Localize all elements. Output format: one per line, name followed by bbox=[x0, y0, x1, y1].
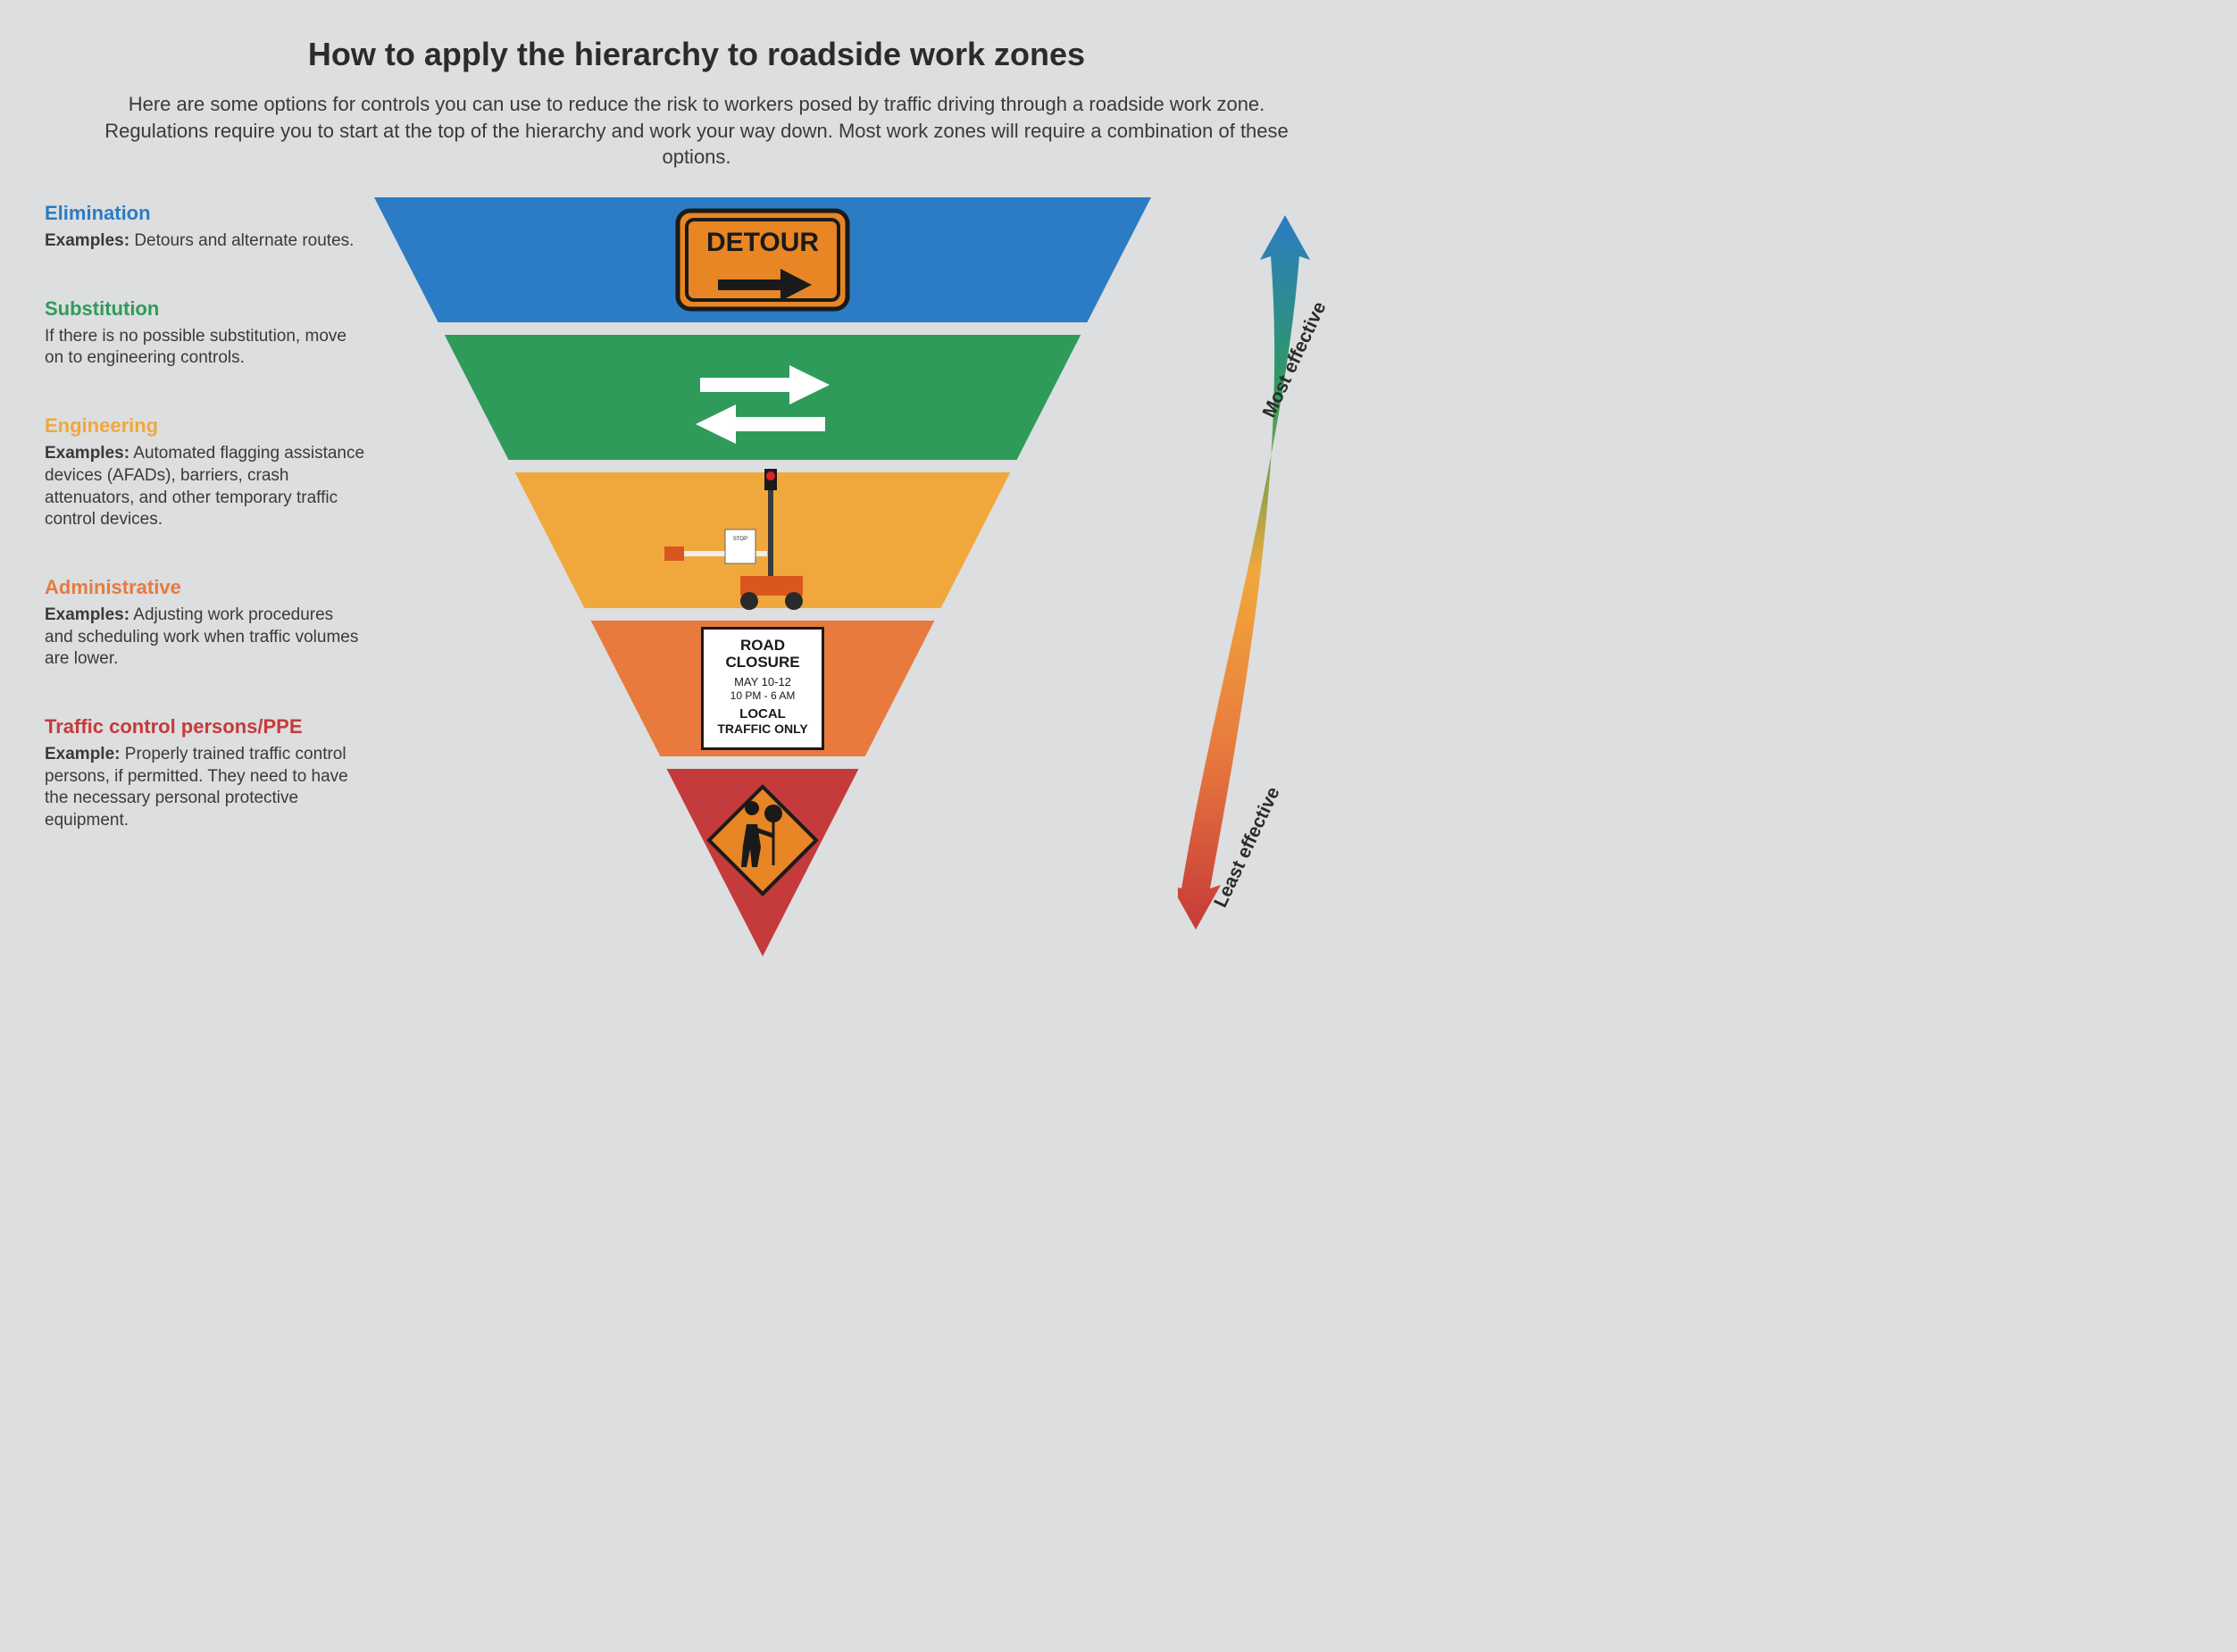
page-subtitle: Here are some options for controls you c… bbox=[94, 91, 1299, 171]
svg-text:MAY 10-12: MAY 10-12 bbox=[734, 675, 791, 688]
road-closure-sign-icon: ROADCLOSURE MAY 10-1210 PM - 6 AM LOCALTRA… bbox=[702, 629, 822, 749]
level-body: If there is no possible substitution, mo… bbox=[45, 326, 365, 370]
svg-text:ROAD: ROAD bbox=[740, 637, 785, 654]
pyramid-band bbox=[444, 335, 1080, 460]
gradient-double-arrow bbox=[1178, 215, 1310, 930]
pyramid-column: DETOUR STOP ROADCLOSURE MAY 10-1210 PM - 6 … bbox=[374, 197, 1151, 965]
level-heading: Traffic control persons/PPE bbox=[45, 715, 365, 738]
inverted-pyramid: DETOUR STOP ROADCLOSURE MAY 10-1210 PM - 6 … bbox=[374, 197, 1151, 965]
svg-text:CLOSURE: CLOSURE bbox=[725, 654, 799, 671]
svg-text:LOCAL: LOCAL bbox=[739, 706, 786, 722]
level-heading: Substitution bbox=[45, 297, 365, 321]
level-label-tcp: Traffic control persons/PPE Example: Pro… bbox=[45, 715, 365, 832]
arrow-column: Most effective Least effective bbox=[1160, 197, 1348, 965]
svg-text:10 PM - 6 AM: 10 PM - 6 AM bbox=[730, 689, 795, 702]
level-body: Examples: Adjusting work procedures and … bbox=[45, 605, 365, 671]
main-layout: Elimination Examples: Detours and altern… bbox=[45, 197, 1348, 965]
level-label-engineering: Engineering Examples: Automated flagging… bbox=[45, 414, 365, 531]
level-body: Examples: Detours and alternate routes. bbox=[45, 230, 365, 253]
level-label-elimination: Elimination Examples: Detours and altern… bbox=[45, 202, 365, 253]
level-label-substitution: Substitution If there is no possible sub… bbox=[45, 297, 365, 370]
detour-sign-icon: DETOUR bbox=[678, 211, 847, 309]
svg-text:STOP: STOP bbox=[732, 537, 747, 542]
level-body: Example: Properly trained traffic contro… bbox=[45, 744, 365, 832]
level-heading: Engineering bbox=[45, 414, 365, 438]
level-body: Examples: Automated flagging assistance … bbox=[45, 443, 365, 531]
svg-text:DETOUR: DETOUR bbox=[705, 228, 818, 257]
labels-column: Elimination Examples: Detours and altern… bbox=[45, 197, 365, 965]
svg-text:TRAFFIC ONLY: TRAFFIC ONLY bbox=[717, 722, 808, 736]
level-label-administrative: Administrative Examples: Adjusting work … bbox=[45, 576, 365, 671]
level-heading: Administrative bbox=[45, 576, 365, 599]
level-heading: Elimination bbox=[45, 202, 365, 225]
page-title: How to apply the hierarchy to roadside w… bbox=[45, 36, 1348, 73]
